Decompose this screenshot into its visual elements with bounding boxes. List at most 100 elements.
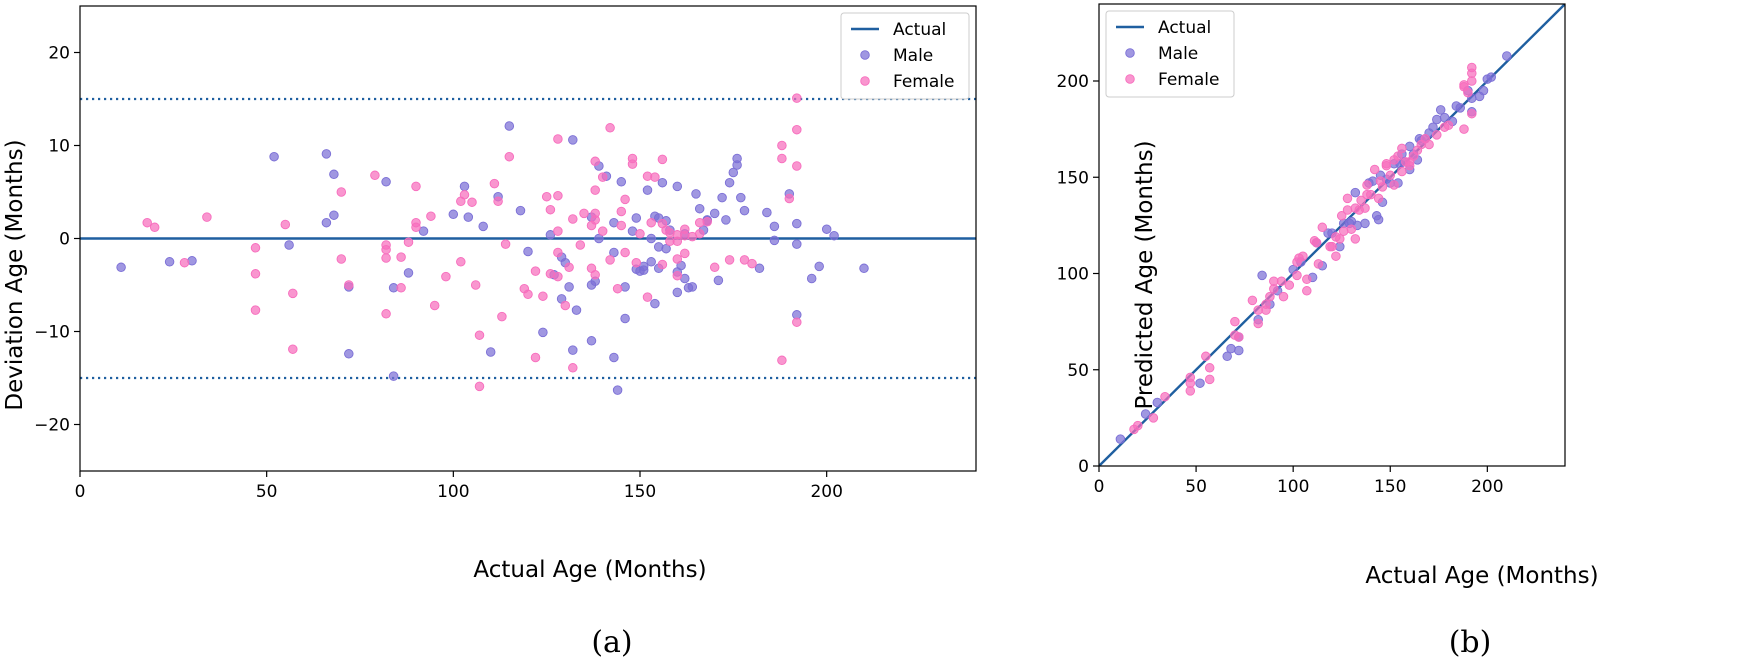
male-point-a-26 (545, 230, 556, 240)
female-point-a-20 (403, 237, 414, 247)
female-point-b-61 (1393, 151, 1403, 161)
male-point-a-97 (792, 218, 802, 229)
male-point-a-24 (523, 246, 533, 257)
female-point-a-101 (739, 255, 750, 265)
legend-b: Actual Male Female (1105, 10, 1235, 98)
female-point-a-54 (568, 214, 578, 224)
panel-a: 0 50 100 150 200−20−1001020ActualMaleFemale … (2, 5, 977, 660)
male-point-b-39 (1404, 141, 1415, 152)
male-point-a-20 (485, 347, 496, 357)
legend-a: Actual Male Female (840, 12, 970, 100)
female-point-a-108 (792, 124, 802, 135)
female-point-a-79 (642, 292, 653, 302)
male-point-a-81 (713, 275, 724, 286)
female-point-a-23 (411, 222, 421, 233)
female-point-b-55 (1377, 182, 1388, 192)
female-point-b-51 (1366, 189, 1376, 200)
male-point-a-44 (609, 247, 619, 258)
legend-box-b (1105, 10, 1235, 98)
female-point-a-57 (579, 208, 589, 219)
y-tick-label-a-1: −10 (34, 323, 70, 343)
female-point-a-3 (202, 212, 212, 222)
male-point-a-6 (321, 217, 332, 228)
male-point-a-16 (448, 209, 459, 220)
female-point-a-9 (288, 344, 298, 354)
male-point-a-1 (164, 257, 175, 267)
female-point-b-48 (1360, 203, 1370, 213)
female-point-a-12 (344, 280, 354, 290)
plot-area-a: 0 50 100 150 200 −20 −10 0 10 20 Actual Male Female (34, 5, 977, 502)
male-point-a-35 (586, 336, 597, 346)
female-point-a-63 (590, 185, 600, 195)
legend-label-actual-a: Actual (893, 20, 946, 40)
female-point-a-100 (724, 255, 735, 265)
female-point-b-2 (1148, 413, 1159, 423)
male-point-b-0 (1115, 434, 1126, 444)
female-point-a-13 (370, 170, 380, 181)
y-axis-label-a: Deviation Age (Months) (2, 139, 28, 410)
female-point-b-7 (1201, 351, 1211, 362)
female-point-a-60 (590, 156, 600, 167)
x-tick-label-a-0: 0 (75, 482, 86, 502)
male-point-a-57 (646, 257, 656, 267)
female-point-a-41 (530, 352, 541, 363)
male-point-a-9 (344, 349, 354, 359)
female-point-b-31 (1311, 237, 1322, 248)
female-point-a-6 (250, 305, 261, 315)
female-point-b-81 (1467, 76, 1477, 86)
female-point-b-33 (1317, 222, 1328, 233)
male-point-b-48 (1432, 114, 1442, 125)
female-point-a-70 (616, 206, 627, 217)
female-point-b-74 (1443, 120, 1454, 131)
y-axis-label-b: Predicted Age (Months) (1132, 140, 1158, 409)
male-point-a-18 (463, 212, 474, 222)
female-point-a-19 (396, 283, 406, 293)
female-point-a-8 (288, 288, 298, 299)
male-point-a-7 (329, 169, 339, 180)
male-point-a-58 (650, 298, 660, 309)
male-point-b-6 (1234, 345, 1244, 356)
female-point-a-62 (590, 208, 600, 219)
male-point-a-50 (631, 213, 642, 223)
female-point-a-89 (672, 270, 683, 281)
female-point-a-40 (523, 289, 533, 300)
x-tick-label-a-3: 150 (624, 482, 656, 502)
male-point-b-2 (1152, 397, 1163, 408)
legend-box-a (840, 12, 970, 100)
female-point-b-14 (1253, 318, 1263, 329)
female-point-a-71 (616, 220, 627, 231)
female-point-a-109 (792, 161, 802, 171)
female-point-b-32 (1313, 259, 1324, 269)
male-point-b-60 (1486, 72, 1496, 82)
female-point-a-7 (280, 219, 291, 230)
male-point-a-90 (754, 263, 765, 274)
female-point-a-55 (568, 363, 578, 373)
female-point-b-41 (1342, 193, 1353, 204)
male-point-a-3 (269, 151, 279, 162)
male-point-a-89 (739, 205, 750, 216)
male-point-a-54 (638, 261, 649, 272)
female-point-a-66 (597, 172, 608, 182)
male-point-a-76 (694, 203, 705, 214)
female-point-b-22 (1278, 291, 1289, 302)
female-point-a-14 (381, 309, 391, 319)
female-point-a-82 (657, 154, 668, 165)
legend-label-male-b: Male (1158, 44, 1198, 64)
panel-b: 0 50 100 150 200 0 50 100 150 200 Actual Male Female… (1057, 3, 1599, 660)
female-point-a-106 (784, 193, 795, 204)
y-tick-label-a-2: 0 (59, 230, 70, 250)
y-tick-label-a-3: 10 (48, 137, 70, 157)
female-point-b-35 (1327, 241, 1337, 252)
female-point-a-46 (545, 204, 556, 215)
female-point-b-36 (1331, 251, 1341, 261)
female-point-b-63 (1397, 166, 1407, 177)
y-tick-label-b-2: 100 (1057, 265, 1089, 285)
male-point-b-25 (1360, 218, 1370, 229)
male-point-a-74 (687, 282, 698, 292)
female-point-b-21 (1276, 276, 1287, 286)
male-point-a-25 (538, 327, 548, 338)
male-point-a-46 (616, 177, 627, 187)
female-point-a-65 (597, 226, 608, 236)
female-point-b-71 (1424, 139, 1434, 150)
